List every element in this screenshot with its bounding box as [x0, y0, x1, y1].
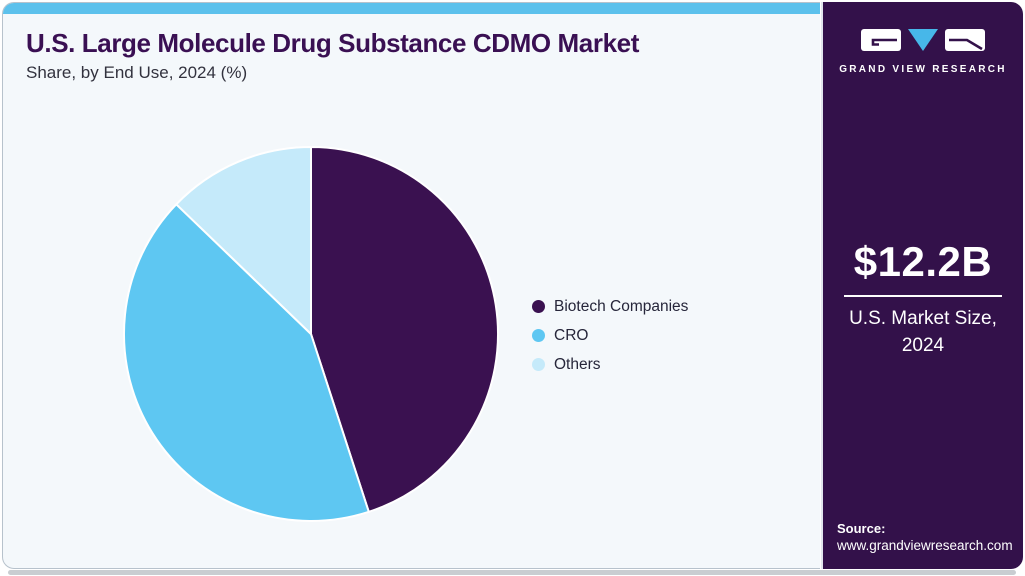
- top-accent-bar: [3, 3, 820, 14]
- legend-label: Biotech Companies: [554, 297, 689, 315]
- legend-item-biotech: Biotech Companies: [532, 292, 688, 321]
- source-url: www.grandviewresearch.com: [837, 538, 1013, 553]
- legend-label: CRO: [554, 326, 589, 344]
- header: U.S. Large Molecule Drug Substance CDMO …: [26, 29, 639, 83]
- legend-swatch-cro-icon: [532, 329, 545, 342]
- market-size-label-line1: U.S. Market Size,: [849, 308, 997, 329]
- brand-logo: GRAND VIEW RESEARCH: [823, 28, 1023, 75]
- legend-item-cro: CRO: [532, 321, 688, 350]
- legend-label: Others: [554, 355, 601, 373]
- source-label: Source:: [837, 521, 886, 536]
- pie-chart-svg: [123, 146, 500, 522]
- legend-item-others: Others: [532, 350, 688, 379]
- legend: Biotech Companies CRO Others: [532, 292, 688, 379]
- pie-slice-others: [175, 146, 312, 335]
- market-size-divider: [844, 295, 1002, 297]
- legend-swatch-biotech-icon: [532, 300, 545, 313]
- pie-slice-cro: [123, 203, 370, 522]
- market-size-label: U.S. Market Size, 2024: [823, 305, 1023, 359]
- page-subtitle: Share, by End Use, 2024 (%): [26, 62, 248, 82]
- source-block: Source: www.grandviewresearch.com: [837, 521, 1013, 553]
- market-size-value: $12.2B: [853, 238, 993, 285]
- bottom-shadow: [8, 570, 1016, 575]
- market-size-block: $12.2B U.S. Market Size, 2024: [823, 238, 1023, 359]
- chart-panel: U.S. Large Molecule Drug Substance CDMO …: [2, 2, 820, 569]
- gvr-logo-icon: [861, 29, 985, 51]
- brand-name: GRAND VIEW RESEARCH: [839, 64, 1007, 75]
- page-title: U.S. Large Molecule Drug Substance CDMO …: [26, 28, 639, 58]
- sidebar-panel: GRAND VIEW RESEARCH $12.2B U.S. Market S…: [821, 2, 1023, 569]
- pie-chart: [120, 143, 502, 525]
- legend-swatch-others-icon: [532, 358, 545, 371]
- market-size-label-line2: 2024: [901, 335, 945, 356]
- pie-slice-biotech-companies: [310, 146, 500, 513]
